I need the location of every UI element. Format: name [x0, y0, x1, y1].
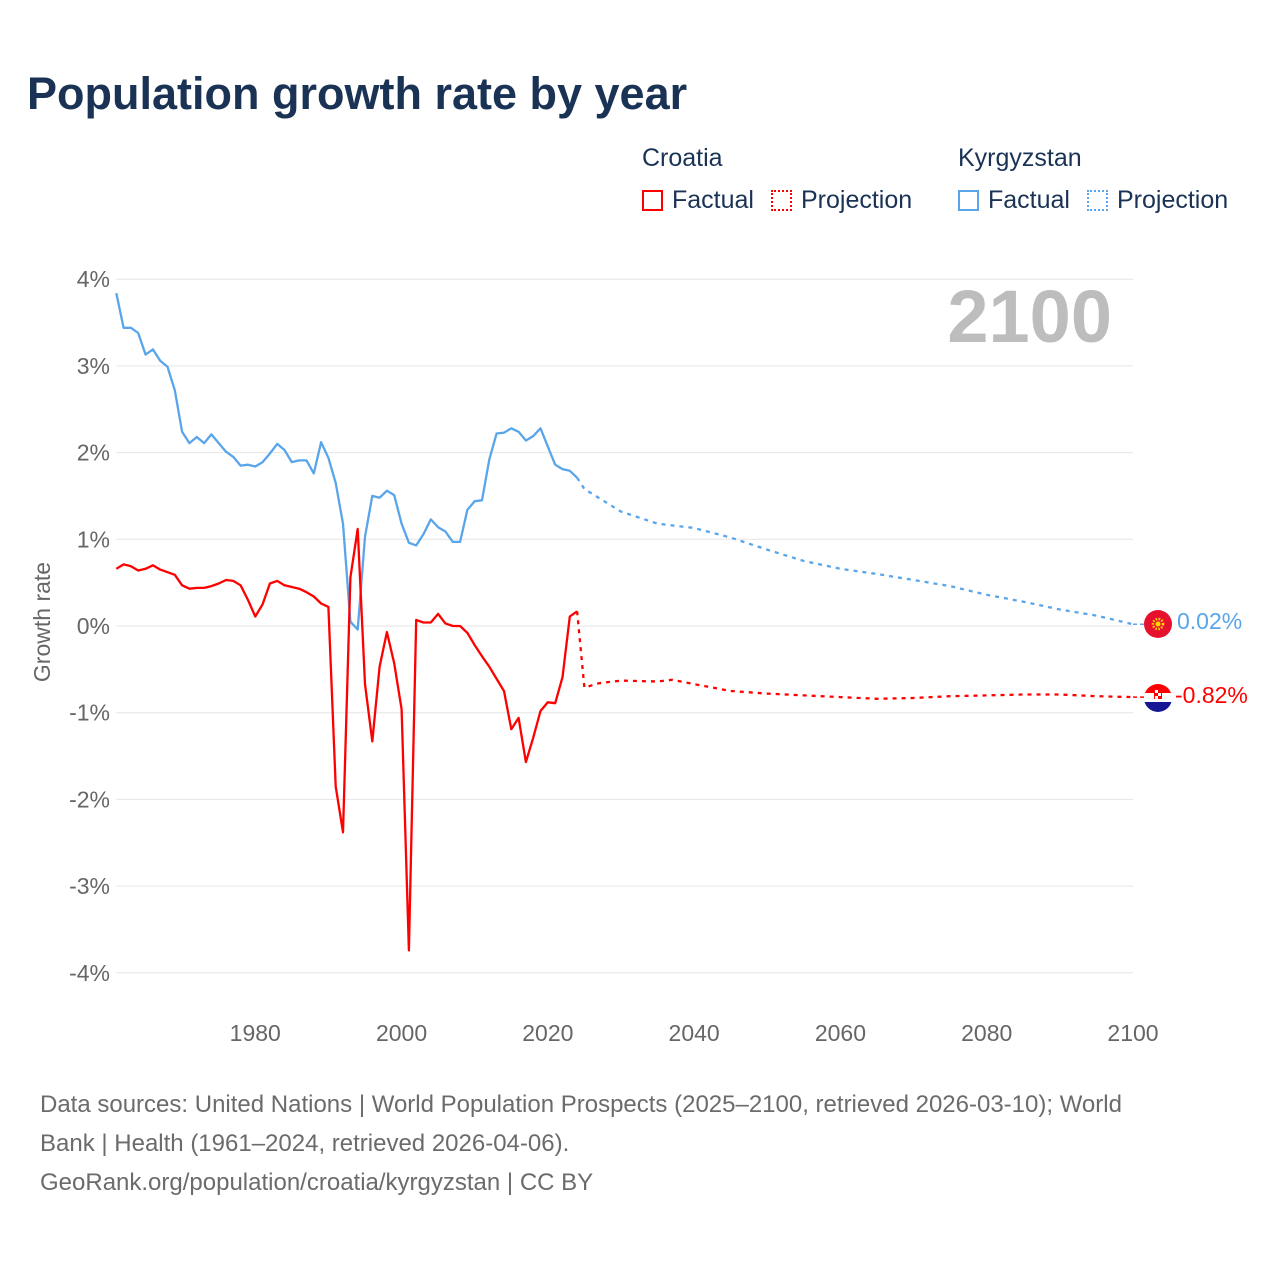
- legend-group-croatia: Croatia: [642, 144, 723, 172]
- y-tick-label: -3%: [69, 873, 110, 899]
- legend-swatch-solid: [642, 190, 663, 211]
- y-tick-label: 4%: [77, 266, 110, 292]
- croatia-factual-line: [115, 527, 578, 952]
- legend-swatch-dotted: [1086, 190, 1108, 211]
- y-tick-label: 1%: [77, 526, 110, 552]
- y-tick-label: -2%: [69, 786, 110, 812]
- y-tick-label: 2%: [77, 440, 110, 466]
- legend-row-croatia: Factual Projection: [642, 186, 929, 215]
- source-link[interactable]: GeoRank.org/population/croatia/kyrgyzsta…: [40, 1169, 594, 1196]
- y-tick-label: 0%: [77, 613, 110, 639]
- legend-label: Projection: [1116, 186, 1229, 214]
- legend-label: Factual: [988, 186, 1070, 214]
- x-tick-label: 1980: [230, 1020, 281, 1046]
- legend-row-kyrgyzstan: Factual Projection: [958, 186, 1245, 215]
- kyrgyzstan-end-label: 0.02%: [1177, 608, 1243, 634]
- croatia-projection-line: [575, 611, 1134, 700]
- x-tick-label: 2040: [669, 1020, 720, 1046]
- kyrgyzstan-projection-line: [576, 477, 1134, 626]
- legend-croatia-projection[interactable]: Projection: [770, 186, 913, 215]
- year-watermark: 2100: [947, 275, 1112, 358]
- legend-swatch-dotted: [770, 190, 792, 211]
- source-line-2: Bank | Health (1961–2024, retrieved 2026…: [40, 1130, 570, 1157]
- kyrgyzstan-factual-line: [115, 292, 578, 631]
- legend-label: Factual: [672, 186, 754, 214]
- legend-kyrgyzstan-projection[interactable]: Projection: [1086, 186, 1229, 215]
- y-axis-label: Growth rate: [29, 562, 55, 682]
- croatia-flag-icon: [1144, 684, 1172, 712]
- y-tick-label: -4%: [69, 960, 110, 986]
- x-tick-label: 2060: [815, 1020, 866, 1046]
- y-tick-label: 3%: [77, 353, 110, 379]
- legend-group-kyrgyzstan: Kyrgyzstan: [958, 144, 1082, 172]
- legend-swatch-solid: [958, 190, 979, 211]
- chart-title: Population growth rate by year: [27, 68, 688, 119]
- legend-croatia-factual[interactable]: Factual: [642, 186, 754, 215]
- x-tick-label: 2100: [1107, 1020, 1158, 1046]
- croatia-end-label: -0.82%: [1175, 682, 1248, 708]
- x-tick-label: 2000: [376, 1020, 427, 1046]
- x-tick-label: 2080: [961, 1020, 1012, 1046]
- kyrgyzstan-flag-icon: [1144, 610, 1172, 638]
- y-tick-label: -1%: [69, 700, 110, 726]
- source-line-1: Data sources: United Nations | World Pop…: [40, 1091, 1122, 1118]
- legend-label: Projection: [800, 186, 913, 214]
- x-tick-label: 2020: [522, 1020, 573, 1046]
- legend-kyrgyzstan-factual[interactable]: Factual: [958, 186, 1070, 215]
